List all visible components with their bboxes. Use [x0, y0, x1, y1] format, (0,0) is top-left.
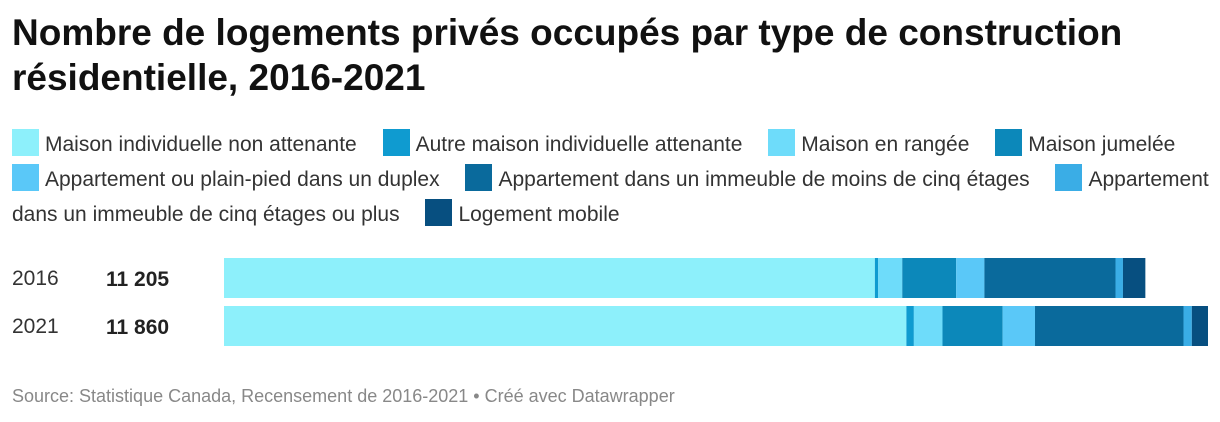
legend-item: Maison jumelée [995, 129, 1195, 156]
bar-segment [984, 258, 1116, 298]
legend-item: Autre maison individuelle attenante [382, 129, 763, 156]
legend-label: Maison en rangée [801, 133, 970, 156]
legend-label: Appartement dans un immeuble de cinq éta… [12, 168, 1209, 226]
legend-item: Logement mobile [425, 199, 639, 226]
category-label: 2016 [12, 267, 59, 290]
legend-item: Appartement ou plain-pied dans un duplex [12, 164, 460, 191]
bar-segment [1122, 258, 1146, 298]
bar-segment [224, 258, 875, 298]
legend-label: Appartement dans un immeuble de moins de… [498, 168, 1030, 191]
bar-segment [878, 258, 903, 298]
legend-label: Logement mobile [458, 203, 620, 226]
bar-segment [913, 306, 943, 346]
legend-label: Maison jumelée [1028, 133, 1176, 156]
legend-label: Appartement ou plain-pied dans un duplex [45, 168, 440, 191]
bar-segment [874, 258, 879, 298]
legend-swatch [465, 164, 493, 191]
bar-segment [942, 306, 1003, 346]
bar-segment [1002, 306, 1036, 346]
legend-swatch [1055, 164, 1083, 191]
legend-item: Maison en rangée [768, 129, 989, 156]
legend-swatch [995, 129, 1023, 156]
total-label: 11 860 [106, 316, 169, 339]
category-label: 2021 [12, 315, 59, 338]
bar-segment [1035, 306, 1184, 346]
bar-segment [1115, 258, 1123, 298]
bar-segment [902, 258, 957, 298]
chart-legend: Maison individuelle non attenante Autre … [12, 127, 1212, 232]
legend-swatch [768, 129, 796, 156]
legend-swatch [382, 129, 410, 156]
bar-segment [956, 258, 985, 298]
legend-swatch [12, 164, 39, 191]
legend-label: Autre maison individuelle attenante [415, 133, 743, 156]
source-note: Source: Statistique Canada, Recensement … [12, 386, 675, 406]
bar-segment [1191, 306, 1208, 346]
legend-label: Maison individuelle non attenante [45, 133, 357, 156]
legend-swatch [12, 129, 39, 156]
chart-plot: 2016 11 205 2021 11 860 [12, 258, 1208, 346]
bar-segment [906, 306, 914, 346]
legend-item: Appartement dans un immeuble de cinq éta… [12, 164, 1209, 226]
bar-segment [1183, 306, 1192, 346]
legend-item: Maison individuelle non attenante [12, 129, 377, 156]
total-label: 11 205 [106, 268, 169, 291]
bar-segment [224, 306, 907, 346]
chart-title: Nombre de logements privés occupés par t… [12, 12, 1123, 98]
legend-item: Appartement dans un immeuble de moins de… [465, 164, 1049, 191]
legend-swatch [425, 199, 453, 226]
